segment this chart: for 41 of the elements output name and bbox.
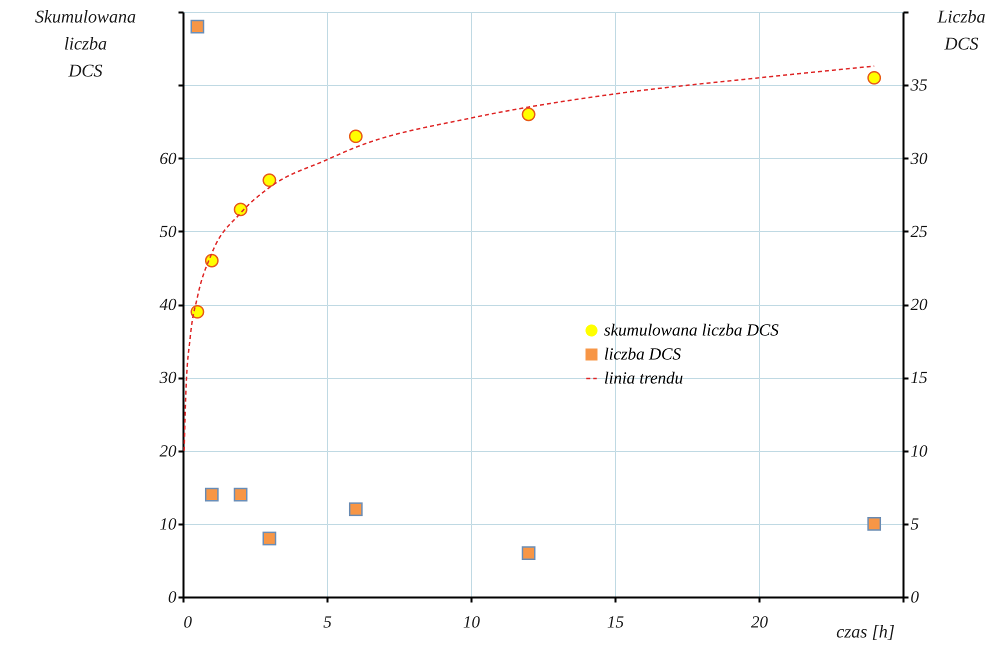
x-tick-label: 5 (323, 612, 332, 632)
x-tick-label: 20 (751, 612, 768, 632)
y-tick-label: 50 (160, 222, 177, 241)
y2-tick-label: 20 (910, 295, 928, 314)
point (262, 173, 276, 188)
legend-label: skumulowana liczba DCS (604, 320, 780, 340)
point (867, 517, 882, 531)
y2-tick-label: 0 (910, 588, 920, 606)
y-axis-title: Skumulowana liczba DCS (35, 6, 136, 80)
y2-tick-label: 15 (910, 368, 928, 388)
point (262, 532, 276, 546)
legend-label: liczba DCS (604, 344, 682, 364)
point (234, 202, 248, 216)
point (348, 129, 363, 144)
y2-tick-label: 10 (910, 441, 928, 460)
x-axis-title: czas [h] (836, 622, 895, 642)
y-tick-label: 0 (168, 588, 177, 606)
y-tick-label: 60 (160, 148, 177, 168)
x-tick-label: 0 (184, 612, 192, 632)
y2-tick-label: 30 (910, 148, 928, 168)
y-tick-label: 30 (158, 368, 177, 388)
y-tick-label: 40 (160, 295, 177, 314)
point (522, 546, 536, 560)
y2-tick-label: 5 (910, 514, 919, 534)
line-series (183, 65, 875, 452)
point (204, 254, 219, 268)
point (204, 488, 219, 502)
y2-tick-label: 25 (910, 222, 928, 241)
legend-label: linia trendu (604, 368, 684, 388)
point (867, 70, 882, 85)
y2-axis-title: Liczba DCS (936, 6, 986, 54)
point (234, 488, 248, 502)
y-tick-label: 10 (160, 514, 177, 534)
x-tick-label: 15 (607, 612, 624, 632)
y2-tick-label: 35 (910, 76, 928, 95)
y-tick-label: 20 (160, 441, 177, 460)
x-tick-label: 10 (463, 612, 480, 632)
point (190, 304, 204, 319)
point (522, 108, 536, 122)
point (190, 20, 204, 34)
point (348, 502, 363, 516)
